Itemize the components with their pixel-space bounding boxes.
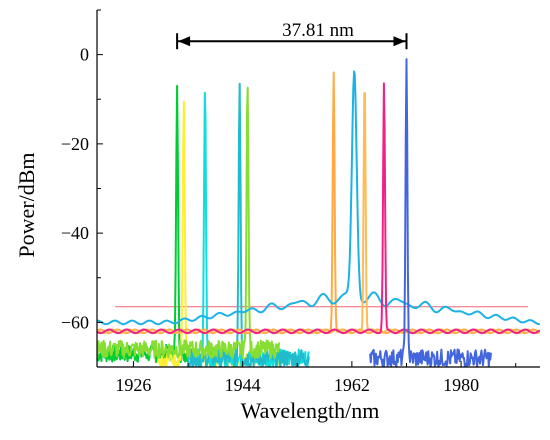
annotation-left-arrowhead xyxy=(178,36,191,47)
series-line-7 xyxy=(97,70,540,326)
x-tick-label: 1944 xyxy=(225,375,261,395)
plot-area xyxy=(97,58,540,367)
annotation-text: 37.81 nm xyxy=(282,20,354,41)
y-tick-label: 0 xyxy=(80,45,89,65)
axes xyxy=(96,9,540,368)
annotation: 37.81 nm xyxy=(176,20,408,50)
series-line-6 xyxy=(97,71,540,335)
tick-labels: 1926 1944 1962 1980 0 −20 −40 −60 xyxy=(61,45,479,395)
x-tick-label: 1980 xyxy=(443,375,479,395)
series-line-9 xyxy=(97,82,540,335)
x-tick-label: 1962 xyxy=(334,375,370,395)
y-tick-label: −20 xyxy=(61,134,89,154)
series-line-5 xyxy=(97,86,281,359)
series-line-4 xyxy=(187,82,310,367)
x-axis-label: Wavelength/nm xyxy=(241,398,380,423)
y-axis-label: Power/dBm xyxy=(14,152,39,257)
x-tick-label: 1926 xyxy=(115,375,151,395)
series-line-10 xyxy=(369,58,492,367)
y-tick-label: −60 xyxy=(61,312,89,332)
y-tick-label: −40 xyxy=(61,223,89,243)
series-line-1 xyxy=(97,84,189,364)
annotation-right-arrowhead xyxy=(393,36,406,47)
